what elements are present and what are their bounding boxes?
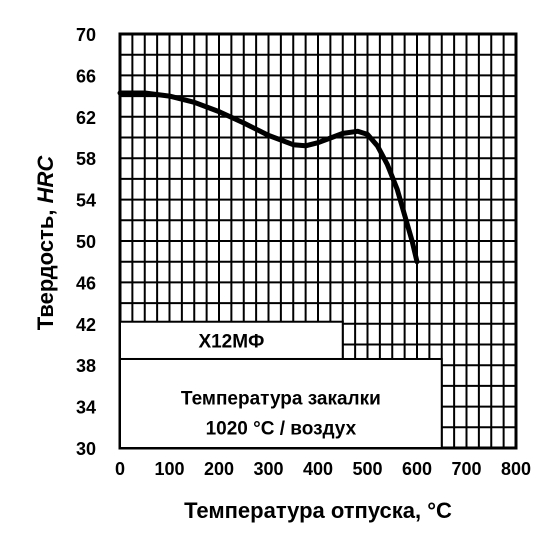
y-tick-label: 42 [76, 315, 96, 335]
y-tick-label: 62 [76, 108, 96, 128]
y-tick-label: 66 [76, 66, 96, 86]
y-tick-labels: 70 66 62 58 54 50 46 42 38 34 30 [76, 25, 96, 459]
x-tick-label: 600 [402, 459, 432, 479]
x-axis-title-unit: °C [427, 498, 452, 523]
x-tick-label: 100 [154, 459, 184, 479]
x-axis-title: Температура отпуска, °C [184, 498, 452, 523]
y-tick-label: 34 [76, 398, 96, 418]
x-tick-labels: 0 100 200 300 400 500 600 700 800 [115, 459, 531, 479]
x-tick-label: 300 [253, 459, 283, 479]
quench-value: 1020 °С / воздух [206, 418, 357, 439]
quench-label: Температура закалки [181, 388, 381, 409]
x-tick-label: 200 [204, 459, 234, 479]
y-tick-label: 46 [76, 273, 96, 293]
series-line [117, 90, 420, 265]
series-layer [117, 90, 420, 265]
x-tick-label: 0 [115, 459, 125, 479]
y-tick-label: 50 [76, 232, 96, 252]
y-axis-title-unit: HRC [33, 155, 58, 204]
y-axis-title-text: Твердость, [33, 203, 58, 330]
x-tick-label: 400 [303, 459, 333, 479]
steel-grade-box [119, 320, 344, 360]
quench-box [119, 357, 443, 449]
y-tick-label: 54 [76, 191, 96, 211]
y-tick-label: 70 [76, 25, 96, 45]
y-tick-label: 30 [76, 439, 96, 459]
x-tick-label: 700 [451, 459, 481, 479]
x-tick-label: 500 [352, 459, 382, 479]
steel-grade-label: Х12МФ [198, 331, 264, 352]
y-tick-label: 38 [76, 356, 96, 376]
y-axis-title: Твердость, HRC [33, 155, 58, 331]
y-tick-label: 58 [76, 149, 96, 169]
x-tick-label: 800 [501, 459, 531, 479]
x-axis-title-text: Температура отпуска, [184, 498, 427, 523]
